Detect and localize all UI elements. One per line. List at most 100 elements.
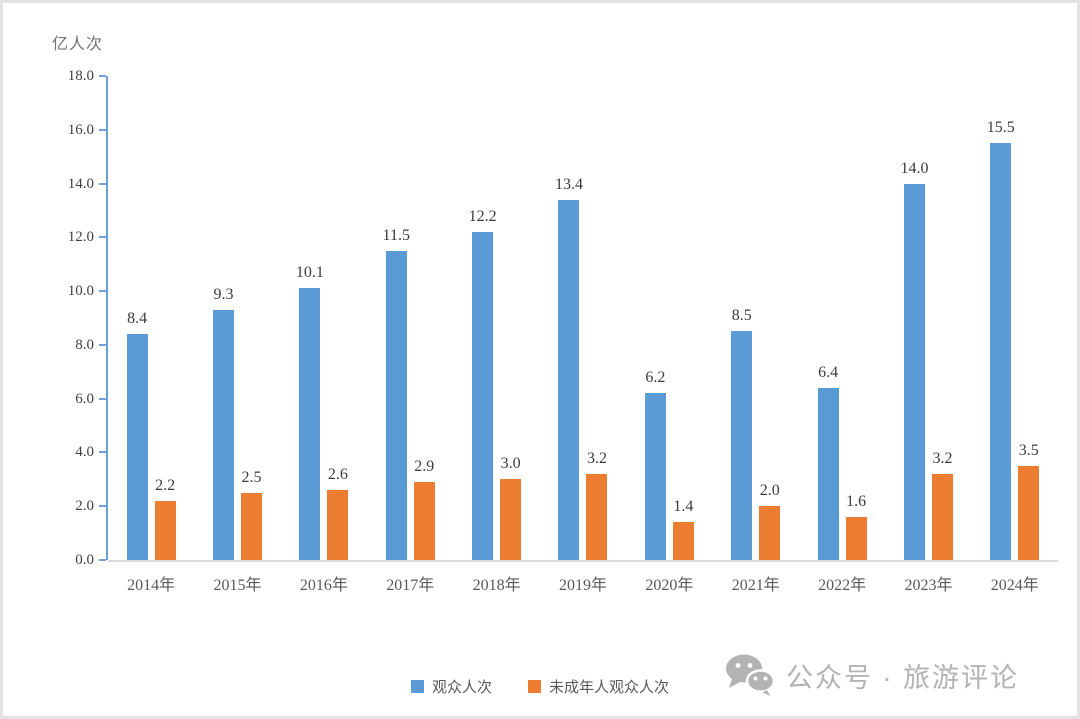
bar-group-2024年: 15.5 3.5 — [972, 76, 1058, 560]
bar-value-label: 1.4 — [673, 498, 694, 516]
bar-value-label: 13.4 — [554, 175, 583, 193]
legend-label-minors: 未成年人观众人次 — [549, 679, 670, 696]
ytick-mark — [99, 290, 106, 293]
bar-group-2015年: 9.3 2.5 — [194, 76, 280, 560]
ytick-mark — [99, 128, 106, 131]
x-axis-category-label: 2022年 — [818, 577, 867, 594]
bar-value-label: 2.6 — [327, 466, 348, 484]
bar-观众人次-2019年: 13.4 — [555, 176, 583, 560]
ytick-mark — [99, 75, 106, 77]
bar-value-label: 3.5 — [1018, 441, 1039, 459]
bar-观众人次-2014年: 8.4 — [126, 310, 148, 560]
ytick-mark — [99, 182, 106, 185]
legend-label-audience: 观众人次 — [431, 679, 492, 696]
legend: 观众人次 未成年人观众人次 — [3, 676, 1077, 697]
bar-value-label: 3.2 — [932, 449, 953, 467]
bar-value-label: 6.4 — [818, 363, 839, 381]
watermark-text: 公众号 · 旅游评论 — [786, 662, 1019, 693]
bar-观众人次-2022年: 6.4 — [817, 364, 839, 560]
wechat-icon — [724, 653, 776, 697]
bar-value-label: 10.1 — [295, 264, 324, 282]
x-axis-category-label: 2020年 — [645, 577, 694, 594]
legend-item-audience: 观众人次 — [410, 676, 492, 697]
ytick-label: 2.0 — [75, 498, 94, 515]
bar-未成年人观众人次-2019年: 3.2 — [586, 450, 608, 560]
legend-item-minors: 未成年人观众人次 — [528, 676, 669, 697]
x-axis-category-label: 2023年 — [904, 577, 953, 594]
bar-group-2023年: 14.0 3.2 — [885, 76, 971, 560]
bar-group-2017年: 11.5 2.9 — [367, 76, 453, 560]
bar-group-2020年: 6.2 1.4 — [626, 76, 712, 560]
bar-value-label: 8.4 — [127, 310, 148, 328]
bar-未成年人观众人次-2015年: 2.5 — [241, 469, 263, 560]
x-axis-category-label: 2015年 — [213, 577, 262, 594]
bar-group-2018年: 12.2 3.0 — [453, 76, 539, 560]
ytick-label: 10.0 — [67, 283, 94, 300]
x-axis-category-label: 2018年 — [472, 577, 521, 594]
x-axis-line — [108, 560, 1058, 562]
bar-value-label: 3.2 — [586, 449, 607, 467]
bar-value-label: 9.3 — [213, 285, 234, 303]
bar-group-2021年: 8.5 2.0 — [713, 76, 799, 560]
bar-未成年人观众人次-2014年: 2.2 — [154, 477, 176, 560]
bar-value-label: 12.2 — [468, 207, 497, 225]
x-axis-category-label: 2017年 — [386, 577, 435, 594]
bar-未成年人观众人次-2018年: 3.0 — [500, 455, 522, 560]
ytick-label: 12.0 — [67, 229, 94, 246]
ytick-mark — [99, 505, 106, 508]
watermark: 公众号 · 旅游评论 — [724, 653, 1019, 697]
bar-观众人次-2020年: 6.2 — [644, 369, 666, 560]
plot-area: 0.0 2.0 4.0 6.0 8.0 10.0 12.0 14.0 16.0 18.0 8.4 2.… — [68, 68, 1058, 594]
bar-value-label: 2.9 — [414, 458, 435, 476]
legend-swatch-audience — [410, 680, 424, 693]
bar-value-label: 2.2 — [155, 476, 176, 494]
bar-观众人次-2015年: 9.3 — [213, 286, 235, 560]
bar-value-label: 14.0 — [900, 159, 929, 177]
bar-未成年人观众人次-2017年: 2.9 — [413, 458, 435, 560]
bar-value-label: 8.5 — [731, 307, 752, 325]
bar-未成年人观众人次-2024年: 3.5 — [1018, 442, 1040, 560]
y-axis-title: 亿人次 — [52, 36, 104, 53]
y-axis-line — [106, 76, 108, 560]
ytick-label: 18.0 — [67, 68, 94, 84]
bar-value-label: 6.2 — [645, 369, 666, 387]
ytick-label: 16.0 — [67, 121, 94, 138]
bar-value-label: 3.0 — [500, 455, 521, 473]
x-axis-category-label: 2024年 — [990, 577, 1039, 594]
x-axis-category-label: 2016年 — [299, 577, 348, 594]
ytick-label: 4.0 — [75, 444, 94, 461]
bar-观众人次-2018年: 12.2 — [469, 208, 497, 560]
bar-value-label: 2.0 — [759, 482, 780, 500]
bar-观众人次-2023年: 14.0 — [900, 160, 928, 560]
ytick-mark — [99, 451, 106, 454]
x-axis-category-label: 2019年 — [558, 577, 607, 594]
bar-group-2022年: 6.4 1.6 — [799, 76, 885, 560]
x-axis-category-label: 2014年 — [127, 577, 176, 594]
ytick-mark — [99, 397, 106, 400]
bar-value-label: 11.5 — [382, 226, 410, 244]
x-axis-category-label: 2021年 — [731, 577, 780, 594]
ytick-mark — [99, 236, 106, 239]
ytick-mark — [99, 559, 106, 561]
bar-group-2016年: 10.1 2.6 — [281, 76, 367, 560]
bar-value-label: 1.6 — [846, 492, 867, 510]
bar-未成年人观众人次-2021年: 2.0 — [759, 482, 781, 560]
ytick-label: 8.0 — [75, 336, 94, 353]
ytick-mark — [99, 343, 106, 346]
bar-value-label: 2.5 — [241, 468, 262, 486]
bar-未成年人观众人次-2023年: 3.2 — [931, 450, 953, 560]
bar-未成年人观众人次-2016年: 2.6 — [327, 466, 349, 560]
bar-观众人次-2017年: 11.5 — [383, 227, 410, 560]
legend-swatch-minors — [528, 680, 541, 693]
ytick-label: 6.0 — [75, 390, 94, 407]
bar-value-label: 15.5 — [986, 119, 1015, 137]
bar-group-2014年: 8.4 2.2 — [108, 76, 194, 560]
ytick-label: 0.0 — [75, 552, 94, 568]
bar-group-2019年: 13.4 3.2 — [540, 76, 626, 560]
bar-观众人次-2024年: 15.5 — [987, 119, 1015, 560]
bar-观众人次-2021年: 8.5 — [731, 307, 753, 560]
bar-观众人次-2016年: 10.1 — [296, 264, 324, 560]
bar-未成年人观众人次-2022年: 1.6 — [845, 493, 867, 560]
ytick-label: 14.0 — [67, 175, 94, 192]
